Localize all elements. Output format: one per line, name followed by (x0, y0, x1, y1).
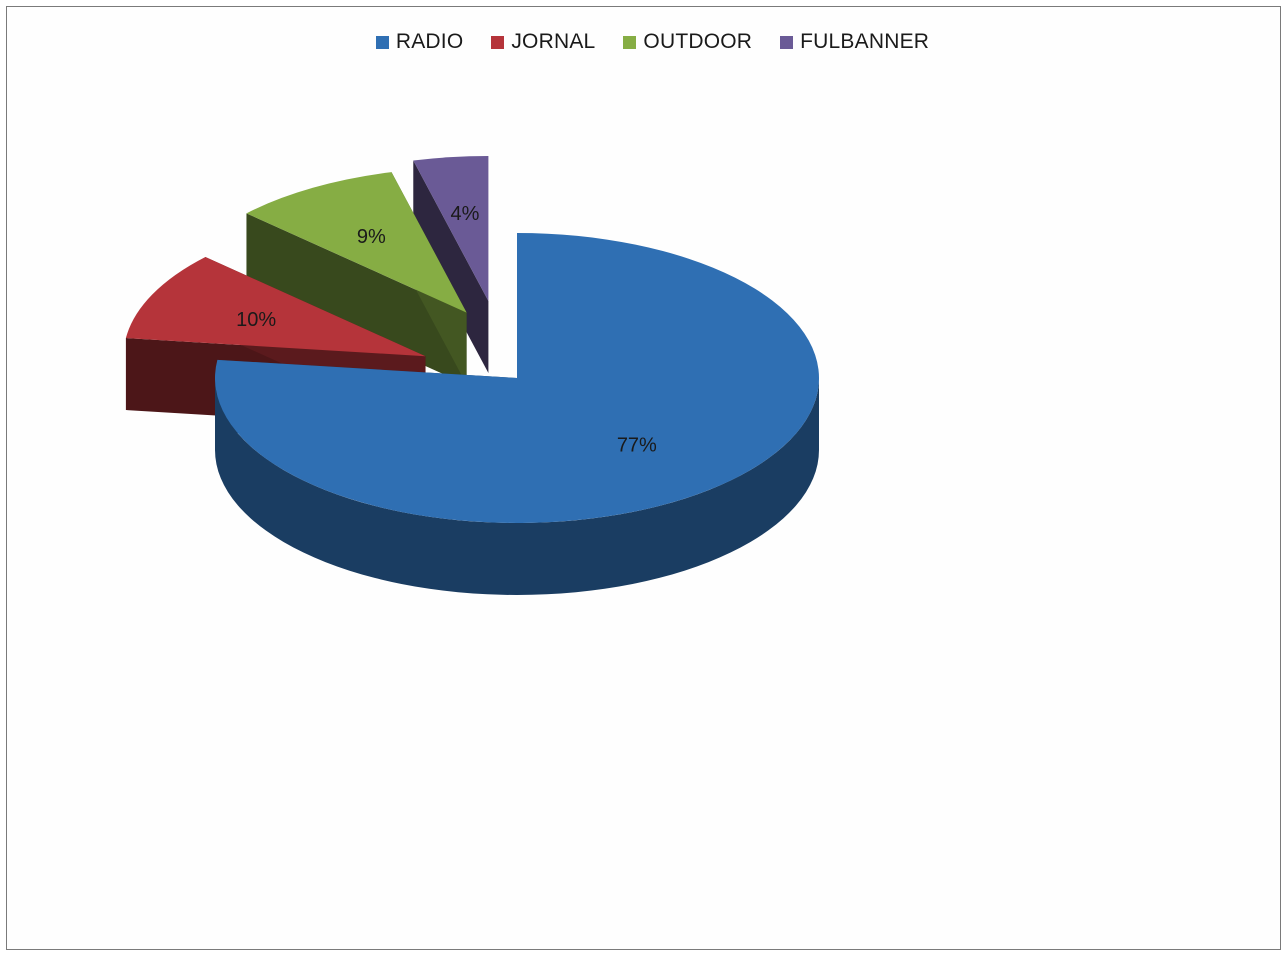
slice-wall-fulbanner (413, 160, 489, 373)
legend-label-outdoor: OUTDOOR (643, 30, 753, 53)
legend-swatch-radio (375, 35, 389, 49)
slice-top-fulbanner (413, 155, 489, 301)
legend-item-outdoor: OUTDOOR (623, 30, 752, 54)
legend-label-jornal: JORNAL (511, 30, 596, 53)
legend-swatch-fulbanner (780, 35, 794, 49)
legend: RADIO JORNAL OUTDOOR FULBANNER (0, 30, 1287, 54)
data-label-radio: 77% (617, 434, 657, 456)
slice-fulbanner (413, 155, 489, 373)
slice-radio (214, 233, 820, 595)
data-label-jornal: 10% (236, 309, 276, 331)
slice-top-radio (214, 233, 820, 523)
slice-top-jornal (125, 256, 426, 357)
legend-swatch-jornal (491, 35, 505, 49)
legend-item-radio: RADIO (375, 30, 464, 54)
data-label-outdoor: 9% (357, 226, 386, 248)
legend-swatch-outdoor (623, 35, 637, 49)
legend-label-fulbanner: FULBANNER (800, 30, 930, 53)
slice-wall-outdoor (246, 213, 467, 385)
slice-outdoor (246, 172, 467, 385)
data-label-fulbanner: 4% (450, 203, 479, 225)
slice-side-radio (215, 378, 819, 595)
slice-top-outdoor (246, 172, 467, 313)
legend-label-radio: RADIO (395, 30, 464, 53)
legend-item-fulbanner: FULBANNER (780, 30, 929, 54)
legend-item-jornal: JORNAL (491, 30, 595, 54)
